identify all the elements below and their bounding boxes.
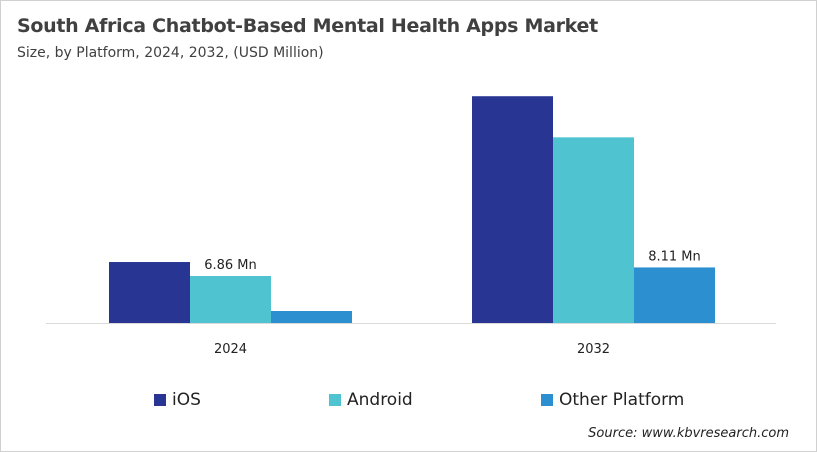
data-label: 6.86 Mn [204,258,257,273]
legend-swatch [541,394,553,406]
source-note: Source: www.kbvresearch.com [588,426,789,441]
legend-swatch [329,394,341,406]
legend-label: iOS [172,390,201,410]
bar-ios-2024 [109,262,190,323]
bar-android-2032 [553,137,634,323]
legend-swatch [154,394,166,406]
bar-other-platform-2024 [271,311,352,323]
bar-ios-2032 [472,96,553,323]
legend-label: Other Platform [559,390,685,410]
legend-label: Android [347,390,413,410]
chart-title: South Africa Chatbot-Based Mental Health… [17,15,598,37]
legend-item-ios: iOS [154,390,201,410]
x-tick-label: 2024 [214,342,247,357]
x-tick-label: 2032 [577,342,610,357]
bar-other-platform-2032 [634,267,715,323]
chart-subtitle: Size, by Platform, 2024, 2032, (USD Mill… [17,45,324,61]
legend-item-android: Android [329,390,413,410]
data-label: 8.11 Mn [648,249,701,264]
legend: iOS Android Other Platform [1,390,816,414]
legend-item-other-platform: Other Platform [541,390,684,410]
bar-android-2024 [190,276,271,323]
